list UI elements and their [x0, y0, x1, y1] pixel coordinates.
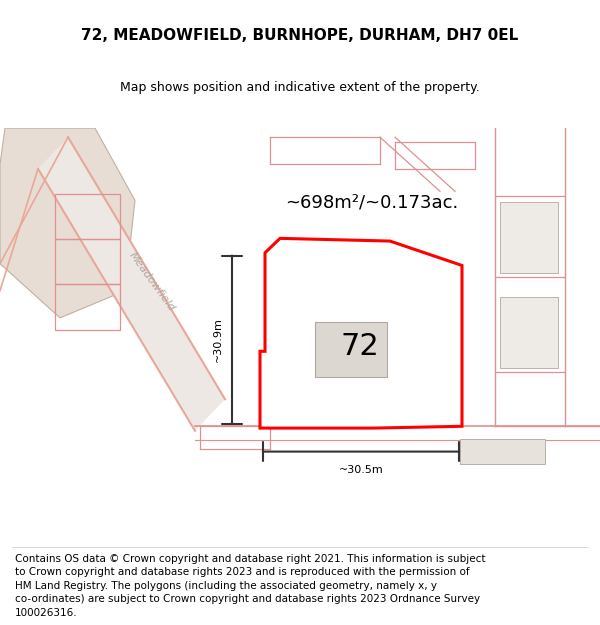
Text: 72: 72 — [341, 332, 379, 361]
Text: ~698m²/~0.173ac.: ~698m²/~0.173ac. — [285, 193, 458, 211]
Bar — [460, 439, 545, 464]
Text: ~30.5m: ~30.5m — [338, 464, 383, 474]
Text: Contains OS data © Crown copyright and database right 2021. This information is : Contains OS data © Crown copyright and d… — [15, 554, 485, 618]
Bar — [55, 239, 120, 284]
Text: Map shows position and indicative extent of the property.: Map shows position and indicative extent… — [120, 81, 480, 94]
Bar — [55, 194, 120, 239]
Bar — [185, 128, 600, 544]
Polygon shape — [0, 128, 135, 318]
Text: ~30.9m: ~30.9m — [213, 317, 223, 362]
Bar — [500, 297, 558, 368]
Text: Meadowfield: Meadowfield — [127, 250, 177, 313]
Bar — [500, 202, 558, 272]
Polygon shape — [38, 137, 225, 431]
Bar — [55, 284, 120, 329]
Polygon shape — [260, 238, 462, 428]
Bar — [315, 322, 387, 377]
Text: 72, MEADOWFIELD, BURNHOPE, DURHAM, DH7 0EL: 72, MEADOWFIELD, BURNHOPE, DURHAM, DH7 0… — [82, 28, 518, 43]
